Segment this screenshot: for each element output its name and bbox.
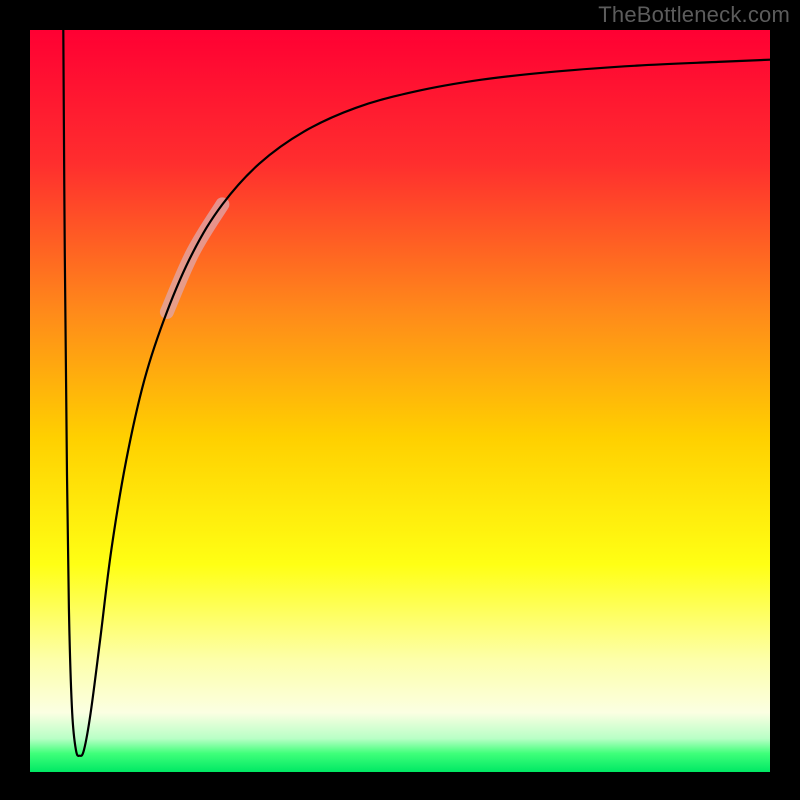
watermark-text: TheBottleneck.com — [598, 2, 790, 28]
plot-background — [30, 30, 770, 772]
chart-container: TheBottleneck.com — [0, 0, 800, 800]
chart-svg — [0, 0, 800, 800]
